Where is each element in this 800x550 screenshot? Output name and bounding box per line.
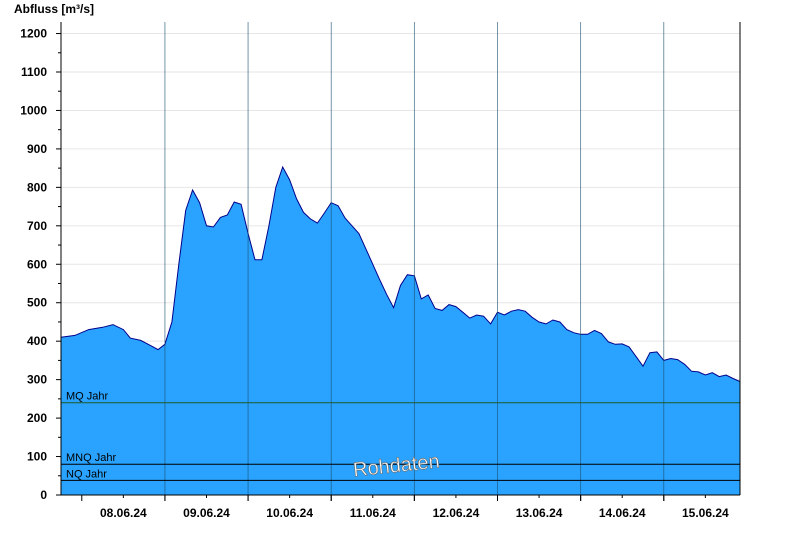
x-tick-label: 08.06.24 bbox=[100, 506, 147, 520]
reference-line-label: MQ Jahr bbox=[66, 391, 109, 403]
axes bbox=[60, 22, 741, 496]
discharge-line bbox=[60, 165, 741, 383]
x-tick-label: 09.06.24 bbox=[183, 506, 230, 520]
y-tick-label: 300 bbox=[27, 373, 47, 387]
reference-line-label: NQ Jahr bbox=[66, 468, 107, 480]
x-tick-label: 15.06.24 bbox=[682, 506, 729, 520]
y-tick-label: 500 bbox=[27, 296, 47, 310]
x-axis-ticks: 08.06.24 09.06.24 10.06.24 11.06.24 12.06.24… bbox=[81, 495, 729, 520]
y-axis-ticks: 0 100 200 300 400 500 600 700 800 900 1000 1100 1200 bbox=[20, 27, 61, 502]
x-tick-label: 13.06.24 bbox=[516, 506, 563, 520]
y-tick-label: 200 bbox=[27, 411, 47, 425]
y-axis-label: Abfluss [m³/s] bbox=[14, 2, 94, 16]
y-tick-label: 1200 bbox=[20, 27, 47, 41]
y-tick-label: 1100 bbox=[21, 65, 47, 79]
y-tick-label: 800 bbox=[27, 180, 47, 194]
day-separator-lines bbox=[164, 22, 665, 495]
y-tick-label: 600 bbox=[27, 257, 47, 271]
y-tick-label: 700 bbox=[27, 219, 47, 233]
discharge-area bbox=[61, 167, 740, 495]
x-tick-label: 14.06.24 bbox=[599, 506, 646, 520]
y-tick-label: 900 bbox=[27, 142, 47, 156]
y-tick-label: 100 bbox=[27, 450, 47, 464]
x-tick-label: 10.06.24 bbox=[266, 506, 313, 520]
x-tick-label: 11.06.24 bbox=[350, 506, 396, 520]
y-tick-label: 400 bbox=[27, 334, 47, 348]
y-tick-label: 1000 bbox=[20, 103, 47, 117]
y-tick-label: 0 bbox=[40, 488, 47, 502]
x-tick-label: 12.06.24 bbox=[433, 506, 480, 520]
reference-lines: MQ Jahr MNQ Jahr NQ Jahr bbox=[61, 391, 740, 481]
reference-line-label: MNQ Jahr bbox=[66, 452, 116, 464]
